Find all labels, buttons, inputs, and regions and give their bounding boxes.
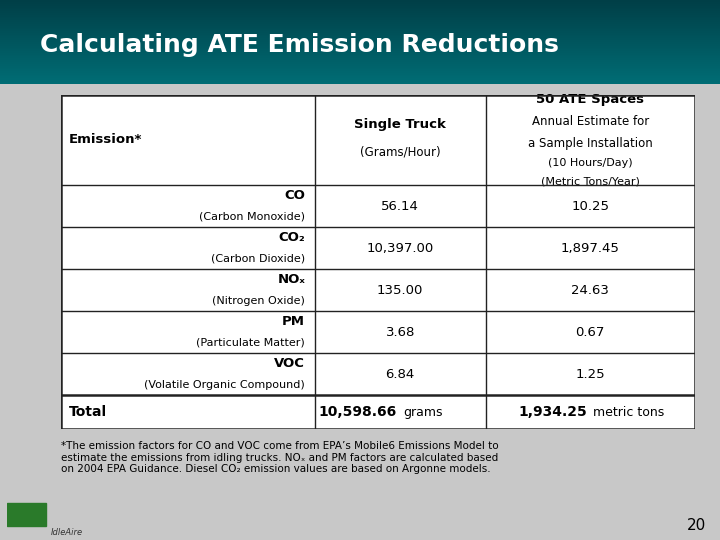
Text: 0.67: 0.67 — [575, 326, 605, 339]
Text: Single Truck: Single Truck — [354, 118, 446, 131]
Text: (Volatile Organic Compound): (Volatile Organic Compound) — [145, 380, 305, 390]
Text: NOₓ: NOₓ — [277, 273, 305, 286]
Text: Calculating ATE Emission Reductions: Calculating ATE Emission Reductions — [40, 33, 559, 57]
Text: (10 Hours/Day): (10 Hours/Day) — [548, 158, 633, 168]
Text: (Metric Tons/Year): (Metric Tons/Year) — [541, 177, 639, 187]
Text: (Carbon Dioxide): (Carbon Dioxide) — [211, 254, 305, 264]
Text: metric tons: metric tons — [593, 406, 665, 419]
Text: (Particulate Matter): (Particulate Matter) — [197, 338, 305, 348]
Text: 1,897.45: 1,897.45 — [561, 242, 620, 255]
Text: 56.14: 56.14 — [381, 200, 419, 213]
Text: IdleAire: IdleAire — [50, 528, 83, 537]
Text: PM: PM — [282, 315, 305, 328]
Text: 1,934.25: 1,934.25 — [518, 406, 587, 420]
Text: 10,598.66: 10,598.66 — [319, 406, 397, 420]
Text: (Nitrogen Oxide): (Nitrogen Oxide) — [212, 296, 305, 306]
Text: Total: Total — [69, 406, 107, 420]
Text: 1.25: 1.25 — [575, 368, 605, 381]
Text: (Grams/Hour): (Grams/Hour) — [360, 145, 441, 158]
Text: Annual Estimate for: Annual Estimate for — [531, 115, 649, 128]
Text: VOC: VOC — [274, 357, 305, 370]
Text: 50 ATE Spaces: 50 ATE Spaces — [536, 93, 644, 106]
Text: 3.68: 3.68 — [385, 326, 415, 339]
Text: 6.84: 6.84 — [385, 368, 415, 381]
Text: 24.63: 24.63 — [571, 284, 609, 297]
Text: CO₂: CO₂ — [279, 231, 305, 245]
Bar — [7, 503, 46, 526]
Text: grams: grams — [403, 406, 443, 419]
Text: 135.00: 135.00 — [377, 284, 423, 297]
Text: CO: CO — [284, 190, 305, 202]
Text: Emission*: Emission* — [69, 133, 142, 146]
Text: *The emission factors for CO and VOC come from EPA’s Mobile6 Emissions Model to
: *The emission factors for CO and VOC com… — [61, 441, 499, 474]
Text: 10.25: 10.25 — [571, 200, 609, 213]
Text: 10,397.00: 10,397.00 — [366, 242, 434, 255]
Text: (Carbon Monoxide): (Carbon Monoxide) — [199, 212, 305, 222]
Text: a Sample Installation: a Sample Installation — [528, 137, 652, 150]
Text: 20: 20 — [688, 518, 706, 532]
